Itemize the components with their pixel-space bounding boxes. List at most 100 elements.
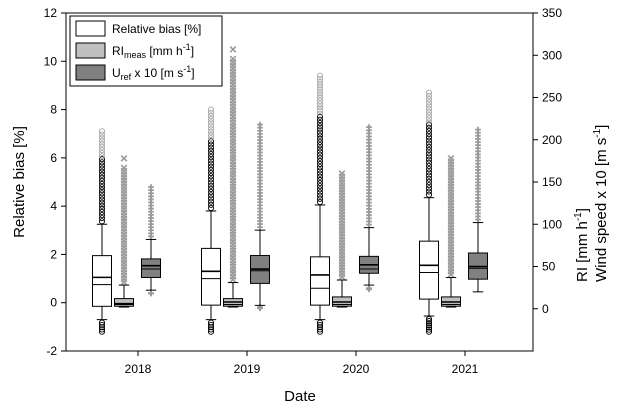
outlier-point [316,79,324,86]
outlier-point [425,95,433,103]
legend-label-u-ref-main: U [112,66,121,80]
left-tick-label: 8 [50,103,57,117]
outlier-point [207,147,215,154]
outlier-point [316,161,324,168]
legend-swatch-relative-bias [75,20,106,37]
outlier-point [316,132,324,139]
outlier-point [316,328,324,335]
outlier-point [425,147,433,154]
outlier-point [425,140,433,147]
legend: Relative bias [%] RImeas [mm h-1] Uref x… [69,15,223,87]
outlier-point [316,75,324,82]
outlier-point [425,169,433,176]
outlier-point [98,184,106,191]
outlier-point [316,123,324,130]
outlier-point [475,126,481,133]
legend-label-u-ref-sup: -1 [183,64,191,74]
outlier-point [207,106,215,113]
x-axis-title: Date [284,388,316,405]
outlier-point [425,127,433,134]
outlier-point [98,199,106,206]
outlier-point [257,121,263,128]
outlier-point [425,102,433,109]
right-tick-label: 150 [542,175,562,189]
right-axis-title-ri: RI [mm h-1] [573,208,591,282]
outlier-point [316,97,324,105]
outlier-point [316,195,324,202]
outlier-point [98,159,106,166]
right-tick-label: 0 [542,302,549,316]
outlier-point [316,107,324,114]
outlier-point [425,131,433,138]
outlier-point [447,154,455,162]
outlier-point [98,202,106,209]
outlier-point [207,198,215,205]
left-tick-label: -2 [46,344,57,358]
outlier-point [316,321,324,328]
outlier-point [425,159,433,166]
outlier-point [316,85,324,92]
outlier-point [316,72,324,79]
outlier-point [120,154,128,162]
legend-label-ri-meas-sub: meas [124,50,147,60]
outlier-point [316,189,324,196]
outlier-point [207,189,215,196]
right-tick-label: 200 [542,133,562,147]
right-axis-title-wind: Wind speed x 10 [m s-1] [592,125,610,282]
outlier-point [316,88,324,95]
outlier-point [425,150,433,157]
outlier-point [98,128,106,135]
outlier-point [98,196,106,203]
legend-label-ri-meas-main: RI [112,44,124,58]
right-axis-title-wind-end: ] [593,125,610,129]
outlier-point [425,118,433,125]
outlier-point [316,113,324,120]
outlier-point [316,151,324,158]
outlier-point [98,131,106,138]
outlier-point [316,104,324,111]
right-axis: 0 50 100 150 200 250 300 350 [533,6,562,316]
outlier-point [316,129,324,136]
legend-label-ri-meas: RImeas [mm h-1] [112,42,194,60]
outlier-point [207,163,215,170]
outlier-point [207,144,215,151]
outlier-point [425,324,433,331]
outlier-point [98,215,106,222]
outlier-point [229,55,237,63]
outlier-point [229,45,237,53]
outlier-point [316,82,324,89]
box-rect [419,240,439,300]
outlier-point [207,201,215,208]
right-axis-title-wind-sup: -1 [592,128,603,137]
outlier-point [316,186,324,193]
outlier-point [316,183,324,190]
outlier-point [98,174,106,181]
outlier-point [316,126,324,133]
outlier-point [425,92,433,99]
outlier-point [207,324,215,331]
outlier-point [425,137,433,144]
outlier-point [316,135,324,142]
outlier-point [98,180,106,188]
outlier-point [425,182,433,189]
outlier-point [316,142,324,149]
outlier-point [207,185,215,192]
right-tick-label: 100 [542,217,562,231]
right-axis-title-ri-end: ] [574,208,591,212]
outlier-point [98,168,106,175]
legend-label-relative-bias-text: Relative bias [%] [112,22,201,36]
legend-label-u-ref-end: ] [191,66,194,80]
outlier-point [338,170,346,177]
right-axis-title-wind-text: Wind speed x 10 [m s [593,138,610,282]
outlier-point [316,116,324,123]
legend-label-relative-bias: Relative bias [%] [112,22,201,36]
outlier-point [425,162,433,170]
outlier-point [207,109,215,116]
outlier-point [425,121,433,128]
outlier-point [316,167,324,174]
legend-label-ri-meas-rest: [mm h [146,44,183,58]
legend-label-ri-meas-end: ] [191,44,194,58]
left-tick-label: 10 [44,54,58,68]
outlier-point [207,176,215,183]
outlier-point [425,326,433,333]
